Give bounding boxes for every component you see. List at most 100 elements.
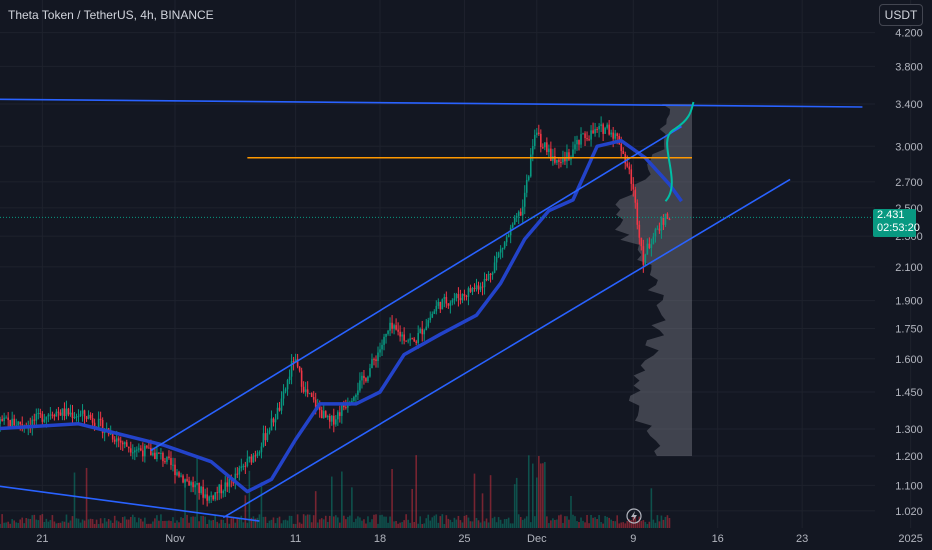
candle-body (19, 421, 22, 425)
volume-bar (664, 516, 667, 528)
volume-bar (485, 518, 488, 528)
volume-bar (570, 495, 572, 528)
candle-body (389, 322, 391, 331)
volume-bar (63, 521, 66, 528)
lightning-icon[interactable] (626, 508, 642, 524)
candle-body (200, 486, 202, 493)
volume-bar (517, 514, 520, 528)
price-tick-label: 1.020 (895, 506, 923, 518)
candle-body (638, 224, 641, 238)
volume-bar (339, 522, 341, 528)
volume-bar (515, 477, 518, 528)
candle-body (51, 414, 54, 416)
candle-body (359, 380, 361, 391)
moving-average (0, 138, 683, 494)
time-axis[interactable]: 21 Nov 11 18 25 Dec 9 16 23 2025 (36, 533, 923, 545)
currency-button[interactable]: USDT (879, 4, 923, 26)
candle-body (113, 439, 116, 442)
candle-body (379, 349, 381, 353)
price-tick-label: 1.750 (895, 323, 923, 335)
volume-bar (435, 514, 438, 528)
candle-body (326, 415, 329, 418)
volume-bar (413, 521, 415, 528)
volume-bar (556, 519, 558, 528)
volume-bar (17, 522, 20, 528)
candle-body (371, 359, 373, 369)
volume-bar (491, 518, 494, 528)
volume-bar (347, 516, 349, 528)
candle-body (93, 422, 96, 427)
candle-body (560, 161, 562, 163)
candle-body (598, 126, 600, 130)
candle-body (59, 412, 62, 416)
volume-bar (43, 521, 46, 528)
volume-bar (320, 518, 323, 528)
candle-body (489, 273, 492, 275)
time-tick-label: 25 (458, 533, 470, 545)
candle-body (170, 458, 172, 466)
candle-body (467, 288, 470, 297)
volume-bar (19, 519, 22, 528)
candle-body (540, 133, 542, 148)
volume-bar (268, 520, 271, 528)
volume-bar (256, 517, 259, 528)
candle-body (411, 338, 413, 340)
candle-body (654, 229, 657, 237)
volume-bar (250, 517, 253, 528)
candle-body (13, 418, 15, 426)
candle-body (493, 262, 496, 273)
candle-body (49, 414, 52, 416)
volume-bar (425, 518, 428, 528)
volume-bar (393, 521, 395, 528)
volume-bar (604, 515, 606, 528)
grid-lines (0, 0, 912, 528)
candle-body (610, 132, 612, 135)
candle-body (517, 211, 520, 217)
candle-body (61, 408, 64, 416)
candle-body (650, 244, 653, 249)
volume-bar (15, 522, 18, 528)
volume-bar (373, 514, 375, 528)
volume-bar (312, 515, 315, 528)
candle-body (216, 492, 219, 494)
candle-body (497, 252, 500, 257)
candle-body (483, 278, 486, 288)
volume-bar (614, 521, 616, 528)
volume-bar (415, 455, 417, 528)
volume-bar (379, 515, 381, 528)
time-tick-label: 16 (712, 533, 724, 545)
volume-bar (624, 523, 627, 528)
time-tick-label: 21 (36, 533, 48, 545)
candle-body (485, 278, 488, 280)
volume-bar (218, 523, 221, 528)
volume-bar (361, 520, 363, 528)
volume-bar (138, 517, 140, 528)
volume-bar (238, 518, 241, 528)
volume-bar (198, 521, 200, 528)
candle-body (544, 142, 546, 148)
candle-body (248, 456, 251, 459)
volume-bar (51, 515, 54, 528)
candle-body (427, 320, 430, 327)
candle-body (35, 413, 38, 421)
volume-bar (481, 493, 484, 528)
candle-body (630, 169, 633, 184)
candle-body (148, 447, 150, 449)
volume-bar (441, 514, 444, 528)
volume-bar (3, 522, 5, 528)
candle-body (582, 133, 584, 135)
candle-body (101, 419, 104, 434)
volume-bar (525, 516, 528, 528)
price-axis[interactable]: 4.2003.8003.4003.0002.7002.5002.3002.100… (895, 28, 923, 518)
trendlines[interactable] (0, 98, 875, 522)
volume-bar (121, 517, 124, 528)
volume-bar (194, 516, 196, 528)
volume-bar (650, 488, 653, 528)
countdown-label: 02:53:20 (877, 222, 920, 234)
candle-body (172, 464, 174, 466)
candle-body (39, 413, 42, 415)
volume-bar (97, 523, 100, 528)
volume-bar (164, 520, 166, 528)
volume-bar (523, 518, 526, 528)
